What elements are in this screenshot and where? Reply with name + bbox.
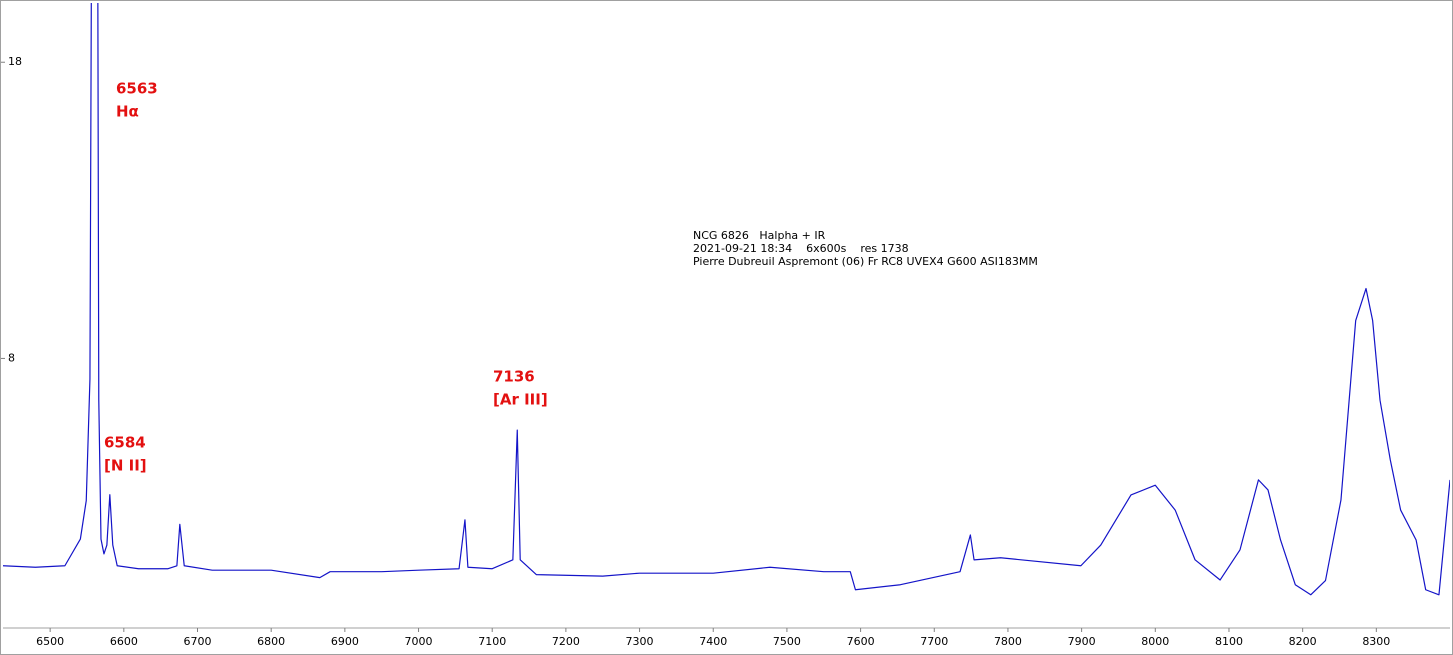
y-tick-label: 8 [8,351,15,364]
plot-area [3,3,1450,596]
x-tick-label: 7300 [626,635,654,648]
x-tick-label: 6700 [184,635,212,648]
x-tick-label: 7900 [1068,635,1096,648]
x-tick-label: 7700 [920,635,948,648]
x-tick-label: 7500 [773,635,801,648]
x-tick-label: 6900 [331,635,359,648]
line-annotation: [N II] [104,457,147,475]
x-tick-label: 6600 [110,635,138,648]
x-tick-label: 6500 [36,635,64,648]
x-tick-label: 7600 [847,635,875,648]
spectrum-line [3,3,1450,596]
x-tick-label: 7200 [552,635,580,648]
line-annotation: Hα [116,103,139,121]
x-tick-label: 7400 [699,635,727,648]
x-tick-label: 8300 [1362,635,1390,648]
info-text: 2021-09-21 18:34 6x600s res 1738 [693,242,909,255]
line-annotation: 6584 [104,434,146,452]
info-text: NCG 6826 Halpha + IR [693,229,826,242]
x-tick-label: 7100 [478,635,506,648]
x-tick-label: 8000 [1141,635,1169,648]
x-tick-label: 8100 [1215,635,1243,648]
line-annotation: [Ar III] [493,391,548,409]
x-tick-label: 6800 [257,635,285,648]
x-tick-label: 8200 [1289,635,1317,648]
line-annotation: 7136 [493,368,535,386]
x-tick-label: 7800 [994,635,1022,648]
x-tick-label: 7000 [405,635,433,648]
y-tick-label: 18 [8,55,22,68]
info-text: Pierre Dubreuil Aspremont (06) Fr RC8 UV… [693,255,1038,268]
line-annotation: 6563 [116,80,158,98]
